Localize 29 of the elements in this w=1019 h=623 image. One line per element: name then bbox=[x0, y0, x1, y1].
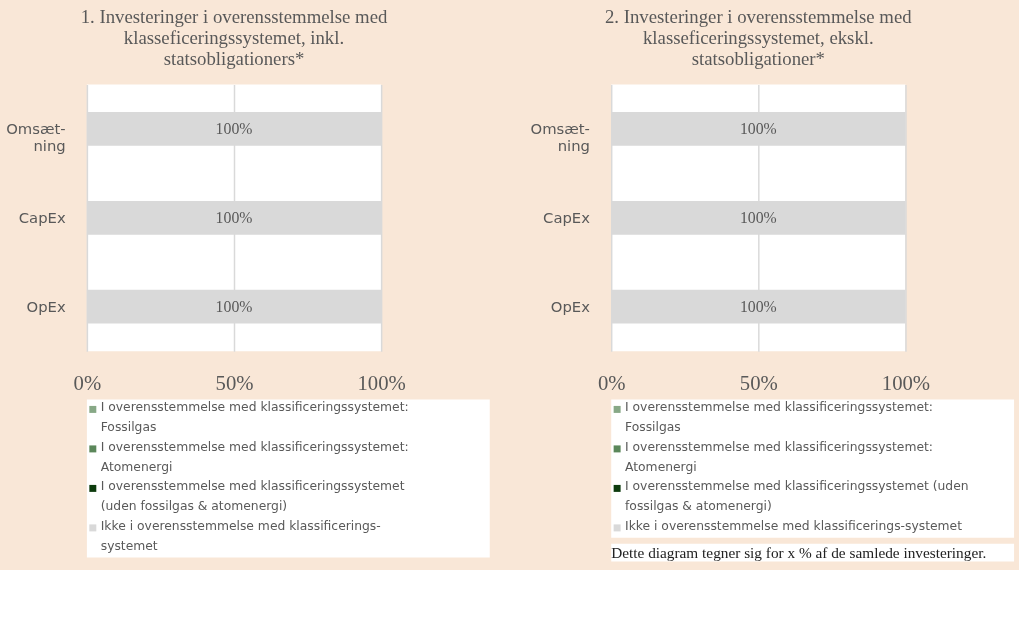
legend-label: I overensstemmelse med klassificeringssystemet: Atomenergi bbox=[100, 439, 409, 474]
x-tick-label: 50% bbox=[215, 372, 254, 395]
data-label: 100% bbox=[215, 297, 253, 315]
legend-label: Ikke i overensstemmelse med klassificerings-systemet bbox=[625, 518, 963, 533]
x-tick-label: 50% bbox=[739, 372, 778, 395]
legend-label: I overensstemmelse med klassificeringssystemet (uden fossilgas & atomenergi) bbox=[100, 479, 405, 514]
legend-label: I overensstemmelse med klassificeringssystemet (uden fossilgas & atomenergi) bbox=[625, 479, 969, 514]
x-tick-label: 100% bbox=[881, 372, 931, 395]
x-tick-label: 0% bbox=[597, 372, 626, 395]
data-label: 100% bbox=[215, 119, 253, 137]
y-tick-label: OpEx bbox=[26, 297, 66, 315]
data-label: 100% bbox=[739, 119, 777, 137]
chart-title: 2. Investeringer i overensstemmelse med klasseficeringssystemet, ekskl. statsobligationer* bbox=[604, 6, 913, 69]
legend-label: I overensstemmelse med klassificeringssystemet: Atomenergi bbox=[625, 439, 933, 474]
data-label: 100% bbox=[739, 208, 777, 226]
legend-label: I overensstemmelse med klassificeringssystemet: Fossilgas bbox=[625, 400, 933, 435]
x-tick-label: 100% bbox=[357, 372, 406, 395]
x-tick-label: 0% bbox=[73, 372, 102, 395]
y-tick-label: Omsæt-ning bbox=[6, 119, 66, 154]
y-tick-label: CapEx bbox=[543, 208, 591, 226]
y-tick-label: CapEx bbox=[18, 208, 66, 226]
y-tick-label: Omsæt-ning bbox=[530, 119, 590, 154]
y-tick-label: OpEx bbox=[550, 297, 591, 315]
data-label: 100% bbox=[215, 208, 253, 226]
legend-label: Ikke i overensstemmelse med klassificerings-systemet bbox=[100, 518, 381, 553]
chart-title: 1. Investeringer i overensstemmelse med klasseficeringssystemet, inkl. statsobligationers* bbox=[80, 6, 388, 69]
text: Dette diagram tegner sig for x % af de samlede investeringer. bbox=[611, 543, 987, 561]
legend-label: I overensstemmelse med klassificeringssystemet: Fossilgas bbox=[100, 400, 409, 435]
data-label: 100% bbox=[739, 297, 777, 315]
